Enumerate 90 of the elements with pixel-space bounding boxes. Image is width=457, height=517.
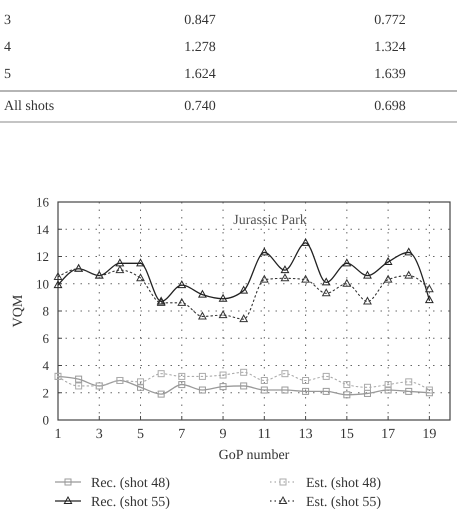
point: [158, 370, 165, 378]
point: [425, 284, 434, 292]
point: [404, 248, 413, 256]
point: [343, 391, 350, 398]
point: [260, 275, 268, 283]
point: [218, 294, 228, 302]
x-tick-label: 3: [96, 427, 103, 442]
point: [363, 296, 372, 304]
point: [75, 382, 82, 390]
point: [384, 381, 392, 388]
point: [301, 275, 310, 283]
point: [136, 258, 145, 266]
point: [384, 257, 392, 265]
x-tick-label: 11: [258, 427, 272, 442]
point: [240, 286, 248, 294]
legend-label: Rec. (shot 55): [91, 494, 170, 510]
point: [136, 274, 145, 282]
y-axis-title: VQM: [11, 294, 26, 328]
point: [384, 275, 392, 283]
point: [302, 376, 310, 384]
point: [198, 312, 207, 320]
point: [405, 388, 412, 395]
y-tick-label: 10: [36, 276, 49, 292]
text: Jurassic Park: [233, 213, 307, 228]
legend-label: Est. (shot 55): [306, 494, 382, 510]
point: [342, 279, 351, 287]
point: [240, 314, 248, 322]
point: [178, 280, 186, 288]
legend-label: Est. (shot 48): [306, 476, 382, 491]
point: [404, 271, 413, 279]
y-tick-label: 6: [42, 330, 50, 346]
point: [158, 390, 165, 398]
point: [116, 258, 124, 266]
point: [301, 238, 310, 246]
point: [220, 372, 227, 379]
x-tick-label: 9: [220, 427, 227, 442]
point: [220, 383, 227, 390]
y-tick-label: 2: [42, 385, 49, 400]
point: [54, 280, 62, 288]
x-axis-title: GoP number: [218, 448, 290, 463]
y-tick-label: 0: [42, 412, 49, 428]
x-tick-label: 15: [340, 427, 354, 442]
point: [75, 376, 82, 383]
point: [302, 388, 310, 395]
point: [425, 296, 434, 304]
y-tick-label: 14: [36, 222, 50, 237]
y-tick-label: 8: [42, 304, 49, 319]
point: [240, 368, 248, 376]
point: [218, 310, 228, 318]
point: [198, 372, 206, 380]
y-tick-label: 12: [36, 249, 49, 264]
y-tick-label: 16: [36, 194, 50, 210]
point: [322, 372, 330, 380]
point: [426, 386, 433, 394]
point: [198, 290, 207, 298]
legend-label: Rec. (shot 48): [91, 476, 170, 491]
point: [198, 386, 206, 394]
point: [364, 384, 371, 391]
table: 3 0.847 0.772 4 1.278 1.324 5 1.624 1.639 All shots 0.740 0.698: [0, 13, 457, 122]
x-tick-label: 17: [381, 427, 396, 442]
point: [54, 272, 62, 280]
point: [280, 274, 290, 282]
point: [343, 381, 350, 388]
point: [405, 378, 412, 386]
point: [116, 266, 124, 274]
point: [260, 376, 268, 384]
point: [178, 372, 186, 380]
point: [322, 288, 330, 296]
x-tick-label: 13: [298, 427, 313, 442]
x-tick-label: 1: [54, 427, 62, 442]
point: [342, 258, 351, 266]
point: [137, 378, 144, 386]
point: [280, 266, 290, 274]
x-tick-label: 19: [422, 427, 436, 442]
point: [322, 278, 330, 286]
point: [322, 388, 330, 395]
point: [384, 386, 392, 394]
point: [240, 382, 248, 390]
y-tick-label: 4: [42, 358, 50, 374]
x-tick-label: 7: [178, 427, 186, 442]
point: [260, 386, 268, 394]
point: [260, 248, 268, 256]
point: [178, 381, 186, 388]
x-tick-label: 5: [137, 427, 144, 442]
point: [137, 384, 144, 391]
point: [426, 389, 433, 396]
point: [363, 271, 372, 279]
point: [178, 298, 186, 306]
point: [281, 370, 288, 378]
point: [281, 386, 288, 394]
